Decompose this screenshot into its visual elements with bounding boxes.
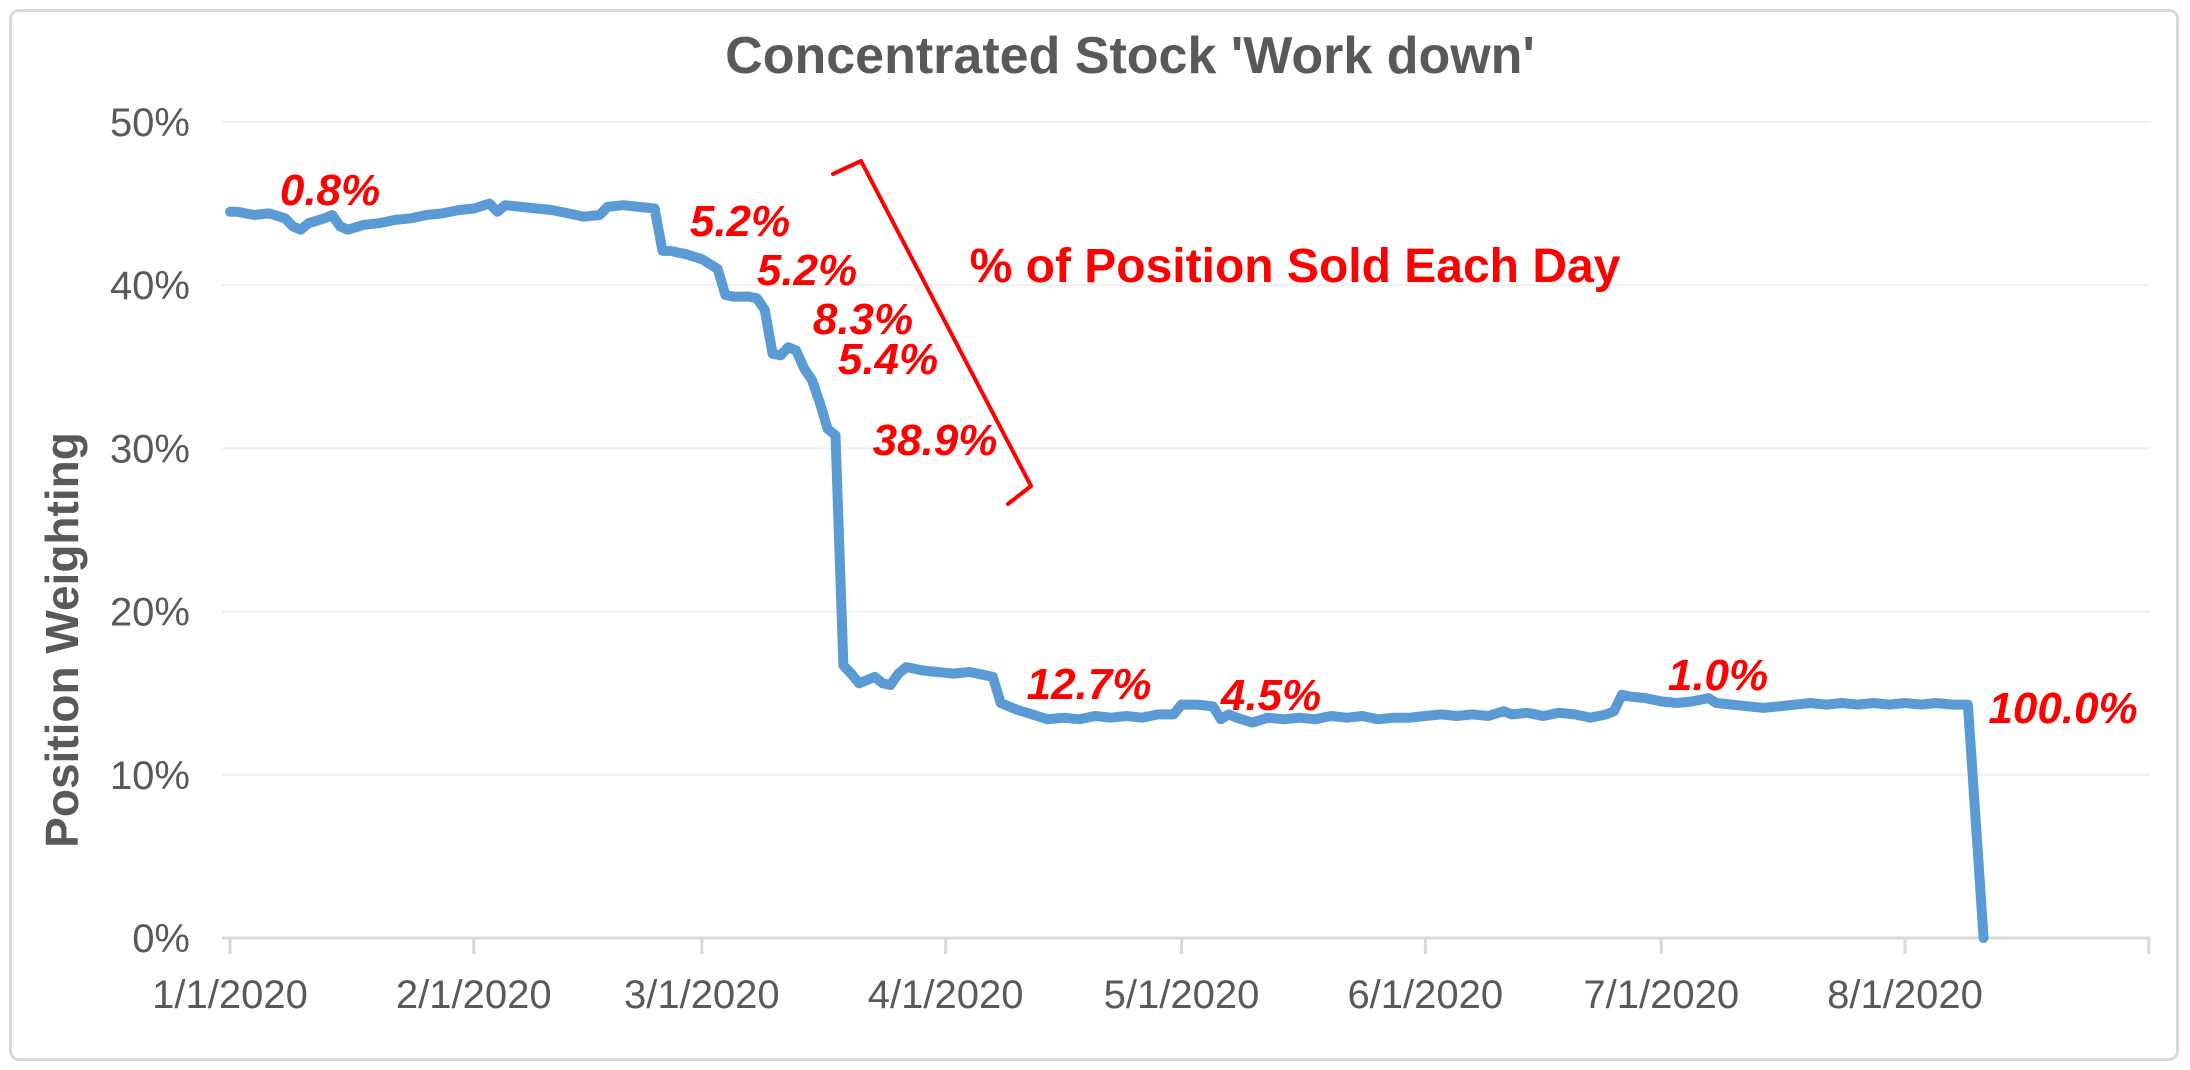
- sold-pct-annotation: 5.4%: [838, 335, 938, 384]
- sold-pct-annotation: 0.8%: [280, 166, 380, 215]
- y-tick-label: 50%: [110, 101, 190, 145]
- sold-pct-annotation: 4.5%: [1220, 671, 1321, 720]
- y-tick-label: 0%: [132, 917, 190, 961]
- x-tick-label: 6/1/2020: [1347, 973, 1503, 1017]
- x-tick-label: 2/1/2020: [396, 973, 552, 1017]
- y-tick-label: 10%: [110, 754, 190, 798]
- y-tick-label: 30%: [110, 427, 190, 471]
- bracket-line: [831, 159, 1033, 506]
- y-tick-label: 20%: [110, 591, 190, 635]
- x-tick-label: 1/1/2020: [152, 973, 308, 1017]
- y-tick-label: 40%: [110, 264, 190, 308]
- position-weighting-line: [225, 198, 1989, 943]
- x-tick-label: 3/1/2020: [624, 973, 780, 1017]
- x-tick-label: 5/1/2020: [1104, 973, 1260, 1017]
- sold-pct-annotation: 12.7%: [1027, 660, 1152, 709]
- x-tick-label: 4/1/2020: [868, 973, 1024, 1017]
- sold-pct-annotation: 5.2%: [690, 197, 790, 246]
- sold-pct-annotation: 1.0%: [1668, 651, 1768, 700]
- x-tick-label: 8/1/2020: [1827, 973, 1983, 1017]
- chart-title: Concentrated Stock 'Work down': [725, 27, 1535, 85]
- sold-pct-annotation: 8.3%: [813, 295, 913, 344]
- sold-pct-annotation: 5.2%: [757, 246, 857, 295]
- sold-pct-annotation: 100.0%: [1988, 684, 2137, 733]
- sold-pct-annotation: 38.9%: [873, 416, 998, 465]
- x-tick-label: 7/1/2020: [1583, 973, 1739, 1017]
- sold-heading-annotation: % of Position Sold Each Day: [970, 240, 1621, 293]
